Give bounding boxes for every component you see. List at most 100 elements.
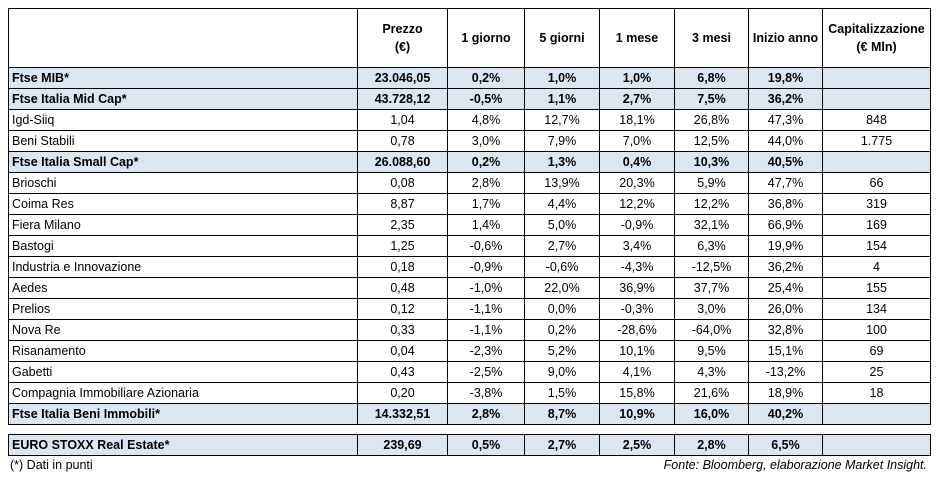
row-label: Risanamento: [8, 340, 358, 362]
value-cell: 2,5%: [599, 434, 675, 456]
source-note: Fonte: Bloomberg, elaborazione Market In…: [663, 458, 927, 472]
row-label: Ftse Italia Beni Immobili*: [8, 403, 358, 425]
empty-cell: [822, 403, 931, 425]
value-cell: 0,48: [357, 277, 448, 299]
value-cell: -13,2%: [748, 361, 823, 383]
value-cell: 1.775: [822, 130, 931, 152]
value-cell: 10,1%: [599, 340, 675, 362]
value-cell: 69: [822, 340, 931, 362]
value-cell: 1,4%: [447, 214, 525, 236]
value-cell: 26.088,60: [357, 151, 448, 173]
value-cell: -1,1%: [447, 319, 525, 341]
table-row: Beni Stabili 0,78 3,0% 7,9% 7,0% 12,5% 44,0% 1.…: [8, 130, 931, 152]
value-cell: 1,0%: [599, 67, 675, 89]
table-row: Bastogi 1,25 -0,6% 2,7% 3,4% 6,3% 19,9% 154: [8, 235, 931, 257]
header-cell: [8, 8, 358, 68]
value-cell: 0,18: [357, 256, 448, 278]
value-cell: 134: [822, 298, 931, 320]
value-cell: 23.046,05: [357, 67, 448, 89]
row-label: Bastogi: [8, 235, 358, 257]
value-cell: 44,0%: [748, 130, 823, 152]
value-cell: 7,9%: [524, 130, 600, 152]
header-cell: Prezzo (€): [357, 8, 448, 68]
value-cell: 14.332,51: [357, 403, 448, 425]
footnote: (*) Dati in punti: [10, 458, 93, 472]
table-row: Ftse Italia Small Cap* 26.088,60 0,2% 1,3% 0…: [8, 151, 931, 173]
value-cell: 319: [822, 193, 931, 215]
value-cell: 40,2%: [748, 403, 823, 425]
table-row: Aedes 0,48 -1,0% 22,0% 36,9% 37,7% 25,4% 155: [8, 277, 931, 299]
row-label: Nova Re: [8, 319, 358, 341]
value-cell: 4,8%: [447, 109, 525, 131]
header-cell: 1 giorno: [447, 8, 525, 68]
header-text: 3 mesi: [692, 31, 731, 45]
value-cell: 0,20: [357, 382, 448, 404]
value-cell: 5,9%: [674, 172, 749, 194]
table-row: Risanamento 0,04 -2,3% 5,2% 10,1% 9,5% 15,1% 69: [8, 340, 931, 362]
header-text: 5 giorni: [539, 31, 585, 45]
value-cell: 12,5%: [674, 130, 749, 152]
value-cell: -0,5%: [447, 88, 525, 110]
value-cell: 12,2%: [674, 193, 749, 215]
value-cell: -1,0%: [447, 277, 525, 299]
value-cell: 1,3%: [524, 151, 600, 173]
value-cell: 0,2%: [447, 67, 525, 89]
value-cell: 0,78: [357, 130, 448, 152]
value-cell: 0,2%: [524, 319, 600, 341]
value-cell: 26,0%: [748, 298, 823, 320]
value-cell: 20,3%: [599, 172, 675, 194]
value-cell: 0,5%: [447, 434, 525, 456]
row-label: EURO STOXX Real Estate*: [8, 434, 358, 456]
value-cell: 1,5%: [524, 382, 600, 404]
value-cell: 16,0%: [674, 403, 749, 425]
row-label: Gabetti: [8, 361, 358, 383]
value-cell: 37,7%: [674, 277, 749, 299]
table-row: Prelios 0,12 -1,1% 0,0% -0,3% 3,0% 26,0% 134: [8, 298, 931, 320]
value-cell: 154: [822, 235, 931, 257]
value-cell: 66,9%: [748, 214, 823, 236]
value-cell: -4,3%: [599, 256, 675, 278]
value-cell: 3,0%: [447, 130, 525, 152]
value-cell: -0,9%: [447, 256, 525, 278]
table-row: Fiera Milano 2,35 1,4% 5,0% -0,9% 32,1% 66,9% 1…: [8, 214, 931, 236]
value-cell: 2,8%: [447, 403, 525, 425]
value-cell: -0,6%: [524, 256, 600, 278]
value-cell: 9,5%: [674, 340, 749, 362]
value-cell: 0,12: [357, 298, 448, 320]
value-cell: 36,2%: [748, 88, 823, 110]
value-cell: 47,3%: [748, 109, 823, 131]
table-row: Coima Res 8,87 1,7% 4,4% 12,2% 12,2% 36,8% 319: [8, 193, 931, 215]
value-cell: 8,87: [357, 193, 448, 215]
value-cell: 2,35: [357, 214, 448, 236]
table-row: EURO STOXX Real Estate* 239,69 0,5% 2,7% 2,5…: [8, 434, 931, 456]
value-cell: 169: [822, 214, 931, 236]
value-cell: 239,69: [357, 434, 448, 456]
header-text: Inizio anno: [752, 31, 819, 45]
value-cell: 22,0%: [524, 277, 600, 299]
row-label: Prelios: [8, 298, 358, 320]
empty-cell: [822, 67, 931, 89]
value-cell: 2,8%: [674, 434, 749, 456]
row-label: Ftse MIB*: [8, 67, 358, 89]
value-cell: -2,3%: [447, 340, 525, 362]
row-label: Coima Res: [8, 193, 358, 215]
table-row: Nova Re 0,33 -1,1% 0,2% -28,6% -64,0% 32,8% 100: [8, 319, 931, 341]
empty-cell: [822, 151, 931, 173]
value-cell: 7,0%: [599, 130, 675, 152]
header-cell: Capitalizzazione (€ Mln): [822, 8, 931, 68]
empty-cell: [822, 434, 931, 456]
value-cell: 0,2%: [447, 151, 525, 173]
value-cell: -0,3%: [599, 298, 675, 320]
table-row: Compagnia Immobiliare Azionaria 0,20 -3,8%…: [8, 382, 931, 404]
value-cell: 3,4%: [599, 235, 675, 257]
empty-cell: [822, 88, 931, 110]
value-cell: -0,6%: [447, 235, 525, 257]
header-cell: 3 mesi: [674, 8, 749, 68]
header-text: 1 giorno: [461, 31, 511, 45]
value-cell: 5,0%: [524, 214, 600, 236]
row-label: Aedes: [8, 277, 358, 299]
row-label: Ftse Italia Small Cap*: [8, 151, 358, 173]
value-cell: 18: [822, 382, 931, 404]
value-cell: 0,33: [357, 319, 448, 341]
data-table: Prezzo (€) 1 giorno 5 giorni 1 mese 3 mesi Ini…: [8, 8, 931, 425]
